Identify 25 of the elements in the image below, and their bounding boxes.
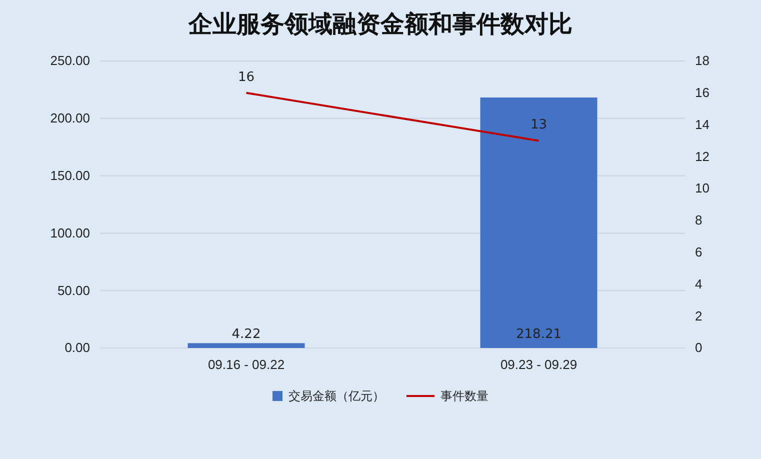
y2-tick-label: 10 — [695, 180, 710, 196]
y-tick-label: 100.00 — [50, 225, 90, 240]
legend-label: 交易金额（亿元） — [288, 389, 384, 403]
y2-tick-label: 0 — [695, 340, 702, 356]
y2-tick-label: 8 — [695, 212, 702, 228]
y2-tick-label: 6 — [695, 244, 702, 260]
x-tick-label: 09.23 - 09.29 — [500, 357, 578, 372]
data-label: 218.21 — [516, 327, 562, 342]
y2-tick-label: 12 — [695, 148, 710, 164]
data-label: 16 — [238, 70, 255, 85]
y-tick-label: 0.00 — [64, 340, 90, 356]
chart-title: 企业服务领域融资金额和事件数对比 — [188, 10, 572, 38]
y-tick-label: 50.00 — [57, 282, 90, 298]
legend-label: 事件数量 — [440, 389, 488, 403]
y2-tick-label: 2 — [695, 308, 702, 324]
y2-tick-label: 18 — [695, 53, 710, 68]
y-tick-label: 150.00 — [50, 168, 90, 183]
y-tick-label: 200.00 — [50, 110, 90, 126]
y-tick-label: 250.00 — [50, 53, 90, 68]
y2-tick-label: 16 — [695, 85, 710, 100]
x-tick-label: 09.16 - 09.22 — [208, 357, 285, 372]
data-label: 4.22 — [232, 327, 261, 342]
data-label: 13 — [530, 118, 548, 133]
y2-tick-label: 4 — [695, 276, 702, 292]
y2-tick-label: 14 — [695, 116, 710, 132]
